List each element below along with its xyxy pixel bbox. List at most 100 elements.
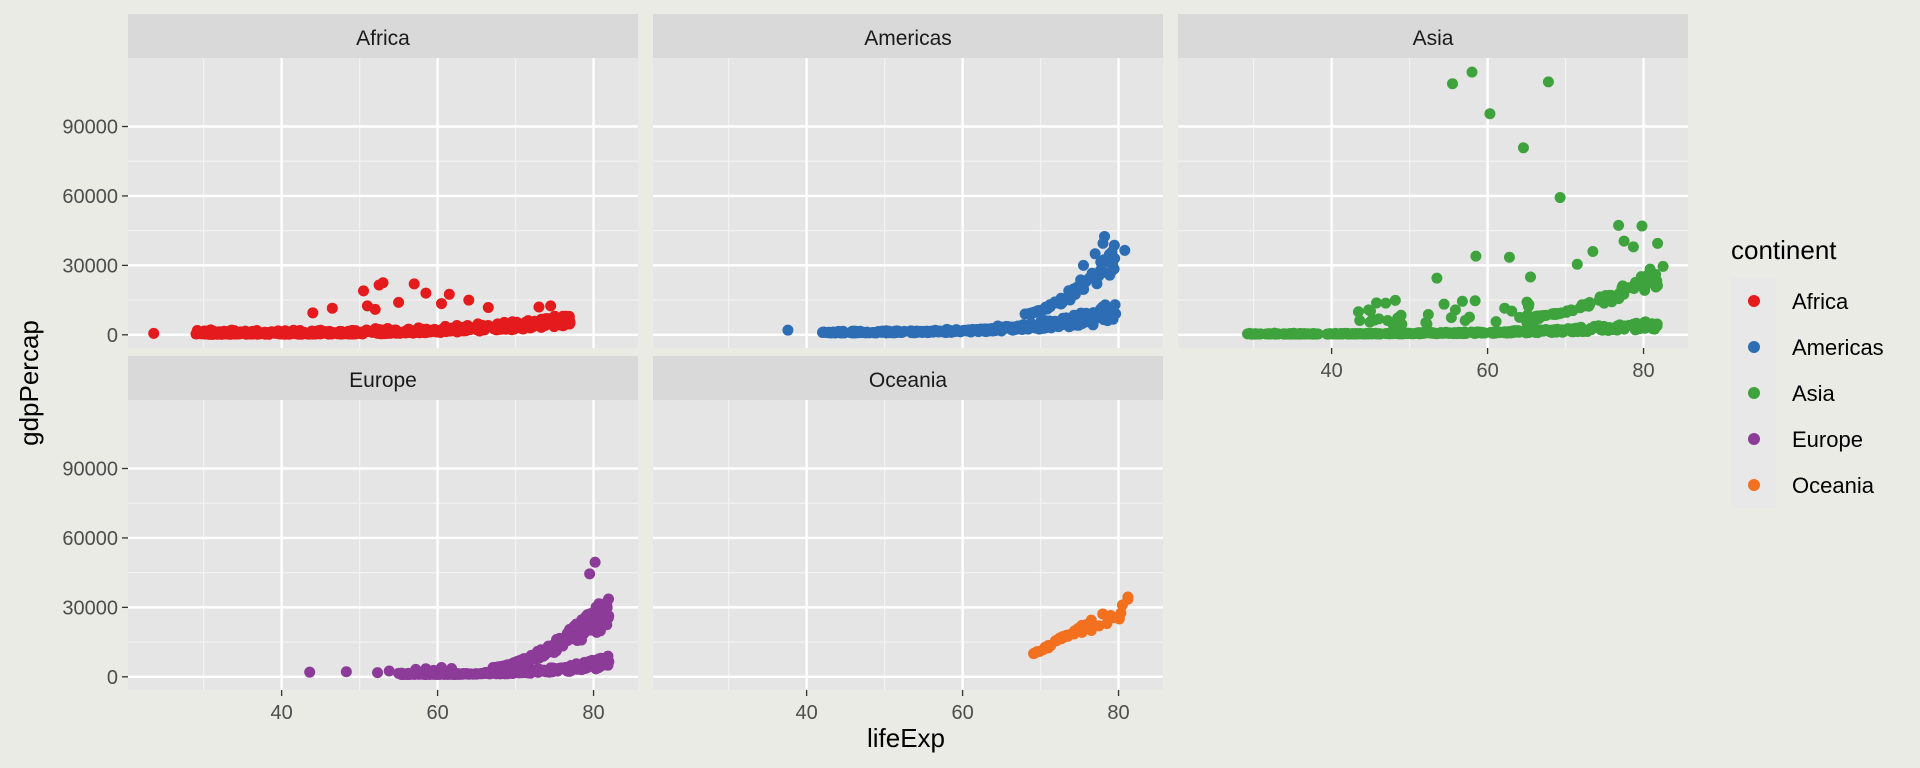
data-point [408, 278, 420, 290]
data-point [521, 666, 533, 678]
data-point [358, 285, 370, 297]
data-point [576, 659, 588, 671]
data-point [568, 620, 580, 632]
data-point [1027, 307, 1039, 319]
data-point [1652, 237, 1664, 249]
data-point [1426, 327, 1438, 339]
facet-strip-label: Oceania [869, 369, 948, 392]
data-point [524, 322, 536, 334]
data-point [1627, 241, 1639, 253]
data-point [603, 610, 615, 622]
data-point [487, 662, 499, 674]
facet-strip [1178, 14, 1688, 58]
y-tick-label: 30000 [62, 255, 118, 277]
facet-strip [653, 14, 1163, 58]
data-point [494, 323, 506, 335]
data-point [581, 622, 593, 634]
facet-europe: Europe 0 30000 60000 90000 40 60 80 [62, 356, 638, 724]
data-point [1469, 295, 1481, 307]
x-tick-label: 80 [1632, 360, 1654, 382]
data-point [1542, 76, 1554, 88]
data-point [443, 288, 455, 300]
data-point [1077, 259, 1089, 271]
data-point [1389, 294, 1401, 306]
data-point [377, 277, 389, 289]
data-point [1016, 323, 1028, 335]
data-point [446, 324, 458, 336]
data-point [335, 326, 347, 338]
data-point [446, 662, 458, 674]
data-point [1618, 235, 1630, 247]
data-point [435, 662, 447, 674]
series-oceania [1028, 591, 1134, 660]
data-point [393, 296, 405, 308]
data-point [1445, 312, 1457, 324]
data-point [1341, 327, 1353, 339]
data-point [568, 633, 580, 645]
data-point [1300, 328, 1312, 340]
data-point [850, 326, 862, 338]
data-point [1438, 298, 1450, 310]
data-point [259, 326, 271, 338]
data-point [1394, 327, 1406, 339]
data-point [1422, 309, 1434, 321]
panel-background [653, 58, 1163, 348]
data-point [872, 325, 884, 337]
data-point [1517, 142, 1529, 154]
data-point [590, 614, 602, 626]
y-tick-label: 60000 [62, 528, 118, 550]
x-tick-label: 60 [426, 702, 448, 724]
data-point [529, 665, 541, 677]
data-point [1076, 626, 1088, 638]
facet-strip-label: Americas [864, 27, 952, 50]
data-point [547, 643, 559, 655]
x-tick-label: 40 [1320, 360, 1342, 382]
data-point [307, 307, 319, 319]
data-point [505, 659, 517, 671]
data-point [535, 321, 547, 333]
facet-strip-label: Asia [1413, 27, 1454, 50]
data-point [195, 326, 207, 338]
data-point [516, 655, 528, 667]
data-point [589, 556, 601, 568]
data-point [1113, 613, 1125, 625]
data-point [833, 325, 845, 337]
data-point [545, 300, 557, 312]
data-point [340, 666, 352, 678]
panel-background [128, 58, 638, 348]
data-point [594, 659, 606, 671]
data-point [1593, 322, 1605, 334]
data-point [1105, 609, 1117, 621]
data-point [1466, 66, 1478, 78]
data-point [1476, 327, 1488, 339]
legend-key-africa [1748, 295, 1760, 307]
data-point [1490, 316, 1502, 328]
data-point [548, 664, 560, 676]
data-point [473, 325, 485, 337]
data-point [218, 328, 230, 340]
series-asia [1242, 66, 1669, 340]
data-point [314, 324, 326, 336]
series-americas [782, 230, 1131, 339]
facet-oceania: Oceania 40 60 80 [653, 356, 1163, 724]
facet-africa: Africa 0 30000 60000 90000 [62, 14, 638, 348]
data-point [148, 327, 160, 339]
data-point [326, 328, 338, 340]
data-point [1396, 318, 1408, 330]
data-point [1521, 317, 1533, 329]
data-point [1576, 299, 1588, 311]
data-point [1107, 313, 1119, 325]
data-point [1613, 219, 1625, 231]
data-point [208, 325, 220, 337]
data-point [1470, 250, 1482, 262]
data-point [1354, 314, 1366, 326]
data-point [1364, 316, 1376, 328]
data-point [1094, 264, 1106, 276]
x-axis-label: lifeExp [867, 723, 945, 753]
data-point [1558, 325, 1570, 337]
y-tick-label: 90000 [62, 117, 118, 139]
data-point [405, 326, 417, 338]
data-point [1484, 108, 1496, 120]
data-point [1063, 285, 1075, 297]
facet-americas: Americas [653, 14, 1163, 348]
